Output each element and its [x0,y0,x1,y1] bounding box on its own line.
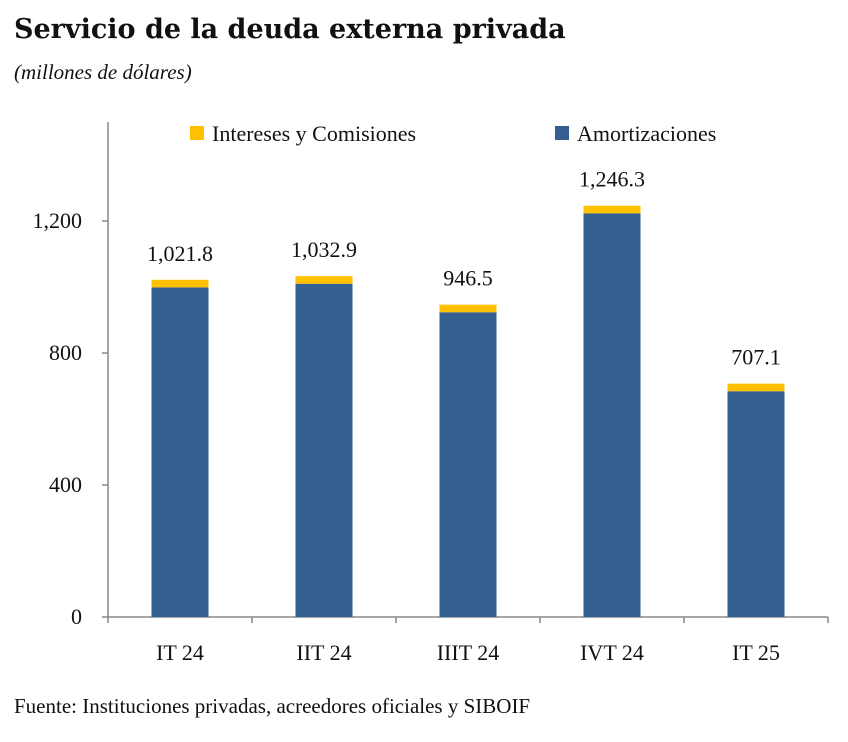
total-data-label: 1,246.3 [579,167,645,192]
total-data-label: 707.1 [731,345,781,370]
legend: Intereses y Comisiones Amortizaciones [190,121,716,146]
legend-swatch [555,126,569,140]
x-category-label: IIT 24 [296,640,351,665]
y-tick-label: 400 [49,472,82,497]
bars [151,205,785,617]
total-data-label: 1,032.9 [291,237,357,262]
x-category-label: IVT 24 [580,640,644,665]
y-tick-label: 800 [49,340,82,365]
data-labels: 1,021.8 1,032.9 946.5 1,246.3 707.1 [147,167,781,370]
bar-intereses [295,276,353,284]
bar-amortizaciones [439,312,497,617]
bar-intereses [439,304,497,313]
y-tick-label: 0 [71,604,82,629]
x-category-label: IT 24 [156,640,204,665]
bar-amortizaciones [151,287,209,617]
legend-label: Intereses y Comisiones [212,121,416,146]
x-category-label: IIIT 24 [437,640,500,665]
x-axis: IT 24 IIT 24 IIIT 24 IVT 24 IT 25 [107,616,829,665]
bar-amortizaciones [727,391,785,617]
y-axis: 0 400 800 1,200 [33,122,109,629]
bar-amortizaciones [295,283,353,617]
chart-source: Fuente: Instituciones privadas, acreedor… [14,694,531,718]
total-data-label: 946.5 [443,266,493,291]
bar-intereses [151,279,209,288]
total-data-label: 1,021.8 [147,241,213,266]
chart-subtitle: (millones de dólares) [14,60,192,84]
bar-intereses [583,205,641,214]
chart-title: Servicio de la deuda externa privada [14,14,566,45]
legend-swatch [190,126,204,140]
x-category-label: IT 25 [732,640,780,665]
legend-label: Amortizaciones [577,121,716,146]
bar-amortizaciones [583,213,641,617]
bar-intereses [727,383,785,392]
y-tick-label: 1,200 [33,208,83,233]
